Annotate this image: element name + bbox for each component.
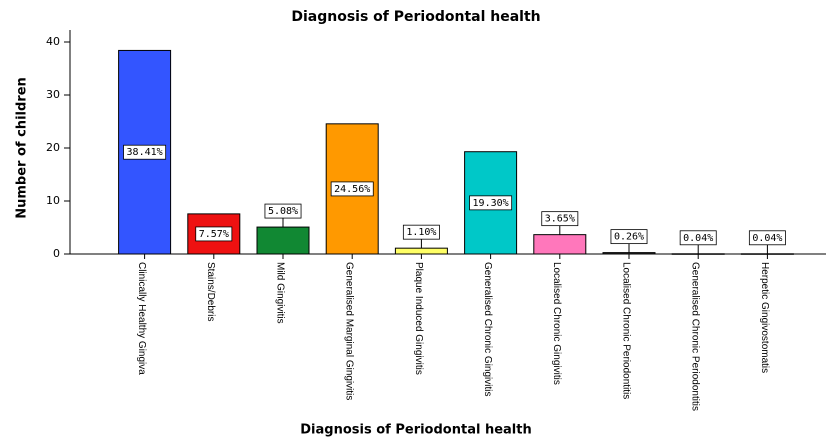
value-label-box — [330, 181, 374, 197]
value-label: 0.04% — [752, 233, 782, 244]
value-label-box — [264, 203, 302, 219]
value-label-box — [195, 226, 233, 242]
x-tick-label: Plaque Induced Gingivitis — [413, 262, 424, 375]
x-tick-label: Mild Gingivitis — [274, 262, 285, 324]
x-tick-label: Generalised Chronic Periodontitis — [690, 262, 701, 411]
value-label-box — [748, 230, 786, 246]
value-label: 24.56% — [334, 184, 370, 195]
value-label: 3.65% — [545, 214, 575, 225]
y-tick-label: 20 — [46, 141, 60, 154]
y-tick-label: 0 — [53, 247, 60, 260]
value-label: 7.57% — [199, 229, 229, 240]
bar — [740, 253, 794, 255]
x-axis-title: Diagnosis of Periodontal health — [300, 423, 531, 438]
value-label: 0.26% — [614, 232, 644, 243]
value-label: 0.04% — [683, 233, 713, 244]
value-label-box — [469, 195, 513, 211]
chart-title: Diagnosis of Periodontal health — [291, 9, 540, 25]
y-tick-label: 30 — [46, 88, 60, 101]
x-tick-label: Stains/Debris — [205, 262, 216, 321]
value-label-box — [610, 229, 648, 245]
y-tick-label: 10 — [46, 194, 60, 207]
x-tick-label: Generalised Marginal Gingivitis — [344, 262, 355, 400]
bar — [256, 226, 310, 255]
value-label: 19.30% — [473, 198, 509, 209]
x-tick-label: Clinically Healthy Gingiva — [136, 262, 147, 375]
value-label-box — [679, 230, 717, 246]
bar — [602, 252, 656, 255]
value-label: 5.08% — [268, 206, 298, 217]
x-tick-label: Localised Chronic Gingivitis — [551, 262, 562, 385]
bar — [671, 253, 725, 255]
value-label: 1.10% — [406, 227, 436, 238]
y-axis-title: Number of children — [15, 77, 30, 219]
x-tick-label: Herpetic Gingivostomatis — [759, 262, 770, 373]
y-tick-label: 40 — [46, 35, 60, 48]
value-label-box — [541, 211, 579, 227]
x-tick-label: Generalised Chronic Gingivitis — [482, 262, 493, 397]
x-tick-label: Localised Chronic Periodontitis — [620, 262, 631, 399]
bar — [394, 247, 448, 255]
value-label-box — [402, 224, 440, 240]
value-label: 38.41% — [127, 147, 163, 158]
bar — [533, 234, 587, 255]
value-label-box — [123, 144, 167, 160]
